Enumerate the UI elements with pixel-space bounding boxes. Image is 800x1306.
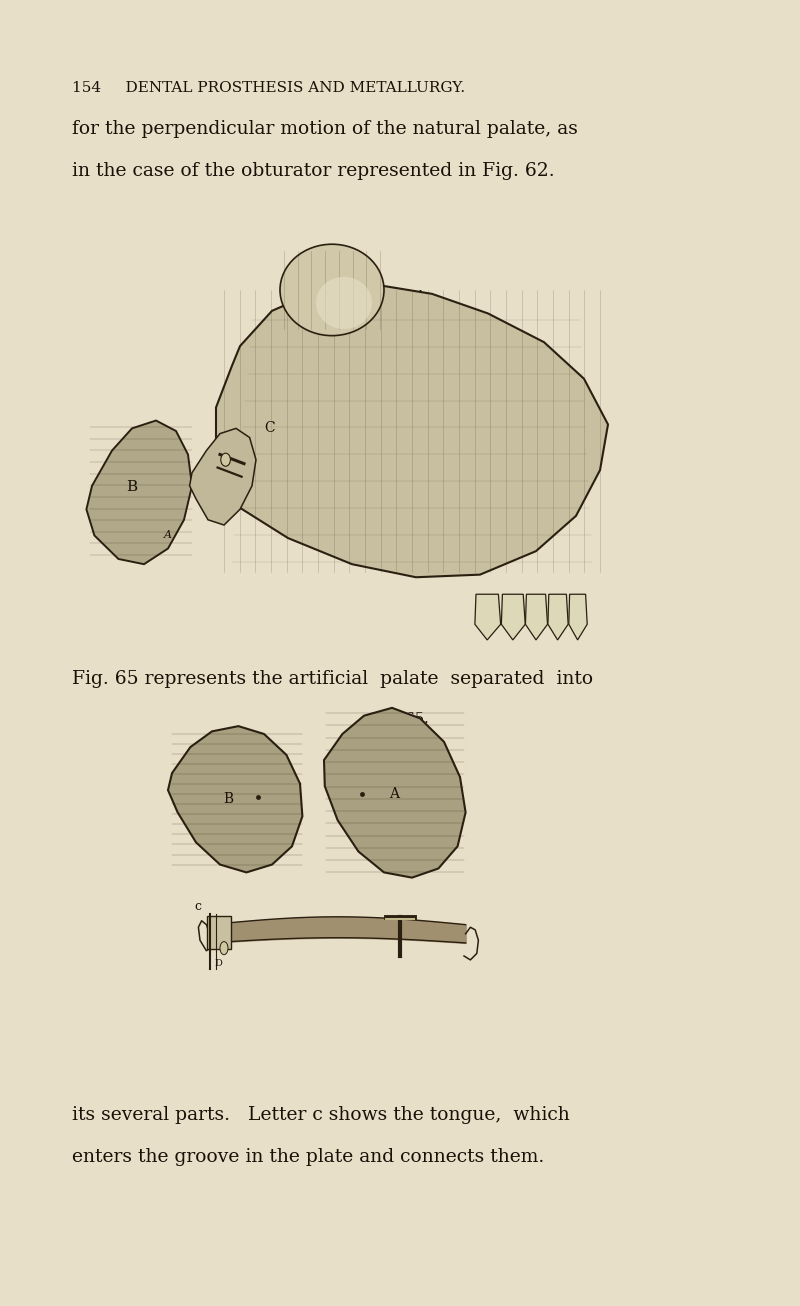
Text: in the case of the obturator represented in Fig. 62.: in the case of the obturator represented… [72,162,554,180]
Text: Fig. 64.: Fig. 64. [372,290,428,304]
Polygon shape [324,708,466,878]
Text: its several parts.   Letter c shows the tongue,  which: its several parts. Letter c shows the to… [72,1106,570,1124]
Text: 154     DENTAL PROSTHESIS AND METALLURGY.: 154 DENTAL PROSTHESIS AND METALLURGY. [72,81,465,95]
Text: C: C [264,422,274,435]
Text: A: A [164,530,172,541]
Text: A: A [389,788,398,801]
Polygon shape [502,594,526,640]
Text: B: B [126,481,138,494]
Ellipse shape [220,942,228,955]
Text: Fig. 65.: Fig. 65. [372,712,428,726]
Polygon shape [569,594,587,640]
Polygon shape [86,421,192,564]
Polygon shape [168,726,302,872]
Polygon shape [216,285,608,577]
Polygon shape [475,594,501,640]
Polygon shape [190,428,256,525]
Text: B: B [223,793,233,806]
Text: D: D [214,960,222,968]
Text: Fig. 65 represents the artificial  palate  separated  into: Fig. 65 represents the artificial palate… [72,670,593,688]
Text: for the perpendicular motion of the natural palate, as: for the perpendicular motion of the natu… [72,120,578,138]
Polygon shape [526,594,547,640]
Polygon shape [548,594,568,640]
Text: c: c [194,900,202,913]
FancyBboxPatch shape [207,916,231,949]
Ellipse shape [280,244,384,336]
Text: enters the groove in the plate and connects them.: enters the groove in the plate and conne… [72,1148,544,1166]
Ellipse shape [221,453,230,466]
Ellipse shape [316,277,372,329]
